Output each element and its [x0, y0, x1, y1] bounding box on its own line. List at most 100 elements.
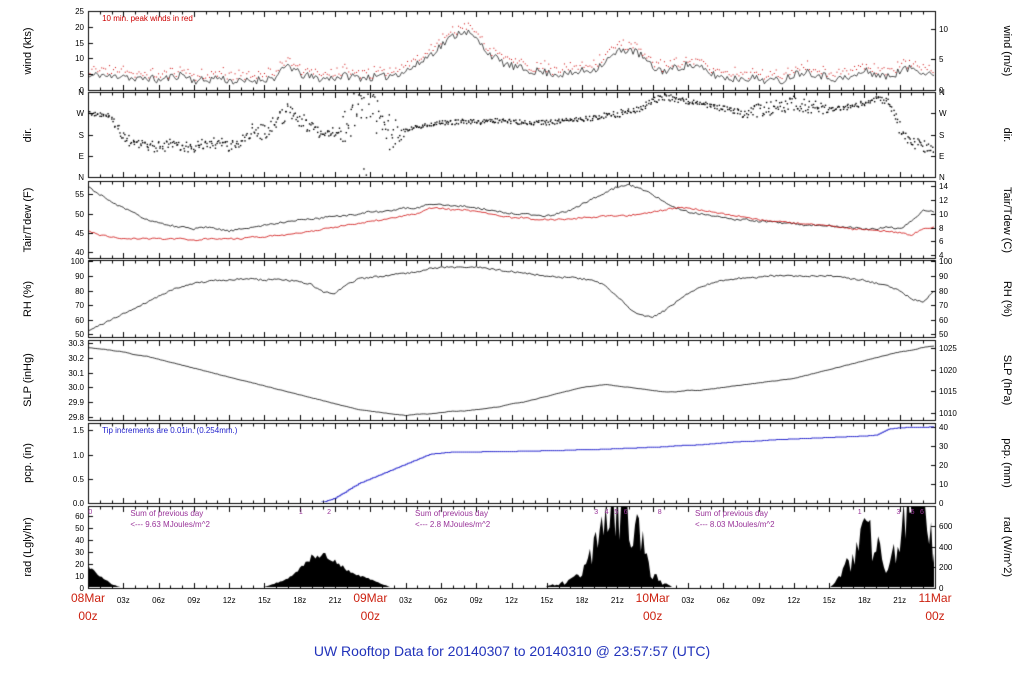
- y-tick-label-left: 30: [75, 547, 84, 557]
- date-label: 10Mar: [635, 591, 670, 605]
- y-tick-label-left: 0: [79, 86, 84, 95]
- x-tick-label: 21z: [610, 596, 624, 605]
- y-tick-label-left: 20: [75, 22, 84, 32]
- y-tick-label-right: 8: [939, 223, 944, 233]
- y-tick-label-right: 70: [939, 301, 948, 311]
- y-tick-label-right: 400: [939, 542, 953, 552]
- y-tick-label-left: W: [76, 109, 84, 119]
- x-tick-label: 15z: [540, 596, 554, 605]
- sum-marker: 5: [614, 509, 619, 516]
- sum-marker: 1: [298, 509, 303, 516]
- date-label: 00z: [925, 609, 945, 623]
- y-tick-label-right: 0: [939, 499, 944, 508]
- x-tick-label: 09z: [752, 596, 765, 605]
- x-tick-label: 06z: [152, 596, 166, 605]
- sum-marker: 6: [920, 509, 924, 516]
- y-tick-label-left: 29.8: [68, 413, 84, 423]
- x-tick-label: 18z: [857, 596, 871, 605]
- y-tick-label-right: 1020: [939, 365, 957, 375]
- y-tick-label-right: 12: [939, 195, 948, 205]
- sum-marker: 3: [594, 509, 599, 516]
- axis-label-rad-right: rad (W/m^2): [1001, 516, 1013, 578]
- x-tick-label: 09z: [187, 596, 201, 605]
- y-tick-label-right: 600: [939, 521, 953, 531]
- y-tick-label-right: W: [939, 109, 947, 119]
- y-tick-label-right: N: [939, 88, 945, 97]
- y-tick-label-left: 100: [70, 257, 84, 267]
- y-tick-label-right: 200: [939, 563, 953, 573]
- y-tick-label-right: 30: [939, 441, 948, 451]
- x-tick-label: 09z: [469, 596, 483, 605]
- y-tick-label-left: 29.9: [68, 398, 84, 408]
- y-tick-label-left: 10: [75, 571, 84, 581]
- x-tick-label: 21z: [328, 596, 342, 605]
- x-tick-label: 18z: [293, 596, 307, 605]
- y-tick-label-right: 60: [939, 315, 948, 325]
- y-tick-label-right: 1025: [939, 343, 957, 353]
- y-tick-label-left: S: [78, 130, 84, 140]
- x-tick-label: 03z: [681, 596, 695, 605]
- y-tick-label-right: 5: [939, 55, 944, 65]
- y-tick-label-left: 55: [75, 190, 84, 200]
- y-tick-label-left: 0: [79, 584, 84, 593]
- panel-annotation: <--- 8.03 MJoules/m^2: [695, 520, 775, 529]
- y-tick-label-left: 80: [75, 286, 84, 296]
- y-tick-label-left: 0.0: [72, 499, 84, 508]
- y-tick-label-left: 45: [75, 228, 84, 238]
- y-tick-label-left: 50: [75, 209, 84, 219]
- y-tick-label-left: 30.1: [68, 368, 84, 378]
- y-tick-label-left: 60: [75, 315, 84, 325]
- y-tick-label-right: 4: [939, 251, 944, 261]
- y-tick-label-left: 25: [75, 7, 84, 16]
- x-tick-label: 12z: [222, 596, 236, 605]
- panel-annotation: Sum of previous day: [415, 509, 488, 518]
- panel-annotation: Tip increments are 0.01in. (0.254mm.): [102, 426, 238, 435]
- y-tick-label-right: 100: [939, 257, 953, 267]
- x-tick-label: 18z: [575, 596, 589, 605]
- y-tick-label-right: N: [939, 173, 945, 182]
- y-tick-label-left: 10: [75, 54, 84, 64]
- x-tick-label: 03z: [399, 596, 413, 605]
- sum-marker: 4: [604, 509, 609, 516]
- x-tick-label: 12z: [787, 596, 801, 605]
- sum-marker: 8: [657, 509, 662, 516]
- sum-marker: 0: [88, 509, 93, 516]
- date-label: 09Mar: [353, 591, 388, 605]
- sum-marker: 2: [327, 509, 332, 516]
- y-tick-label-left: 50: [75, 523, 84, 533]
- date-label: 00z: [78, 609, 98, 623]
- y-tick-label-left: 30.2: [68, 353, 84, 363]
- sum-marker: 5: [910, 509, 915, 516]
- y-tick-label-right: 50: [939, 330, 948, 340]
- y-tick-label-left: 20: [75, 559, 84, 569]
- y-tick-label-left: E: [78, 151, 84, 161]
- y-tick-label-right: 10: [939, 24, 948, 34]
- x-tick-label: 15z: [258, 596, 271, 605]
- panel-annotation: Sum of previous day: [695, 509, 768, 518]
- panel-annotation: <--- 2.8 MJoules/m^2: [415, 520, 491, 529]
- y-tick-label-left: 50: [75, 330, 84, 340]
- x-tick-label: 21z: [893, 596, 907, 605]
- y-tick-label-left: 70: [75, 301, 84, 311]
- y-tick-label-right: E: [939, 151, 945, 161]
- chart-title: UW Rooftop Data for 20140307 to 20140310…: [313, 643, 711, 659]
- y-tick-label-left: 40: [75, 248, 84, 258]
- y-tick-label-right: 1015: [939, 387, 957, 397]
- x-tick-label: 03z: [116, 596, 130, 605]
- x-tick-label: 06z: [716, 596, 730, 605]
- y-tick-label-left: 60: [75, 511, 84, 521]
- y-tick-label-left: 90: [75, 271, 84, 281]
- y-tick-label-left: 40: [75, 535, 84, 545]
- panel-annotation: <--- 9.63 MJoules/m^2: [130, 520, 210, 529]
- y-tick-label-right: 14: [939, 182, 948, 191]
- y-tick-label-right: 80: [939, 286, 948, 296]
- y-tick-label-left: 0.5: [72, 474, 84, 484]
- x-tick-label: 06z: [434, 596, 448, 605]
- y-tick-label-left: 1.0: [72, 450, 84, 460]
- date-label: 08Mar: [70, 591, 105, 605]
- y-tick-label-right: S: [939, 130, 945, 140]
- y-tick-label-left: N: [78, 173, 84, 182]
- y-tick-label-left: 30.3: [68, 338, 84, 348]
- panel-annotation: 10 min. peak winds in red: [102, 14, 193, 23]
